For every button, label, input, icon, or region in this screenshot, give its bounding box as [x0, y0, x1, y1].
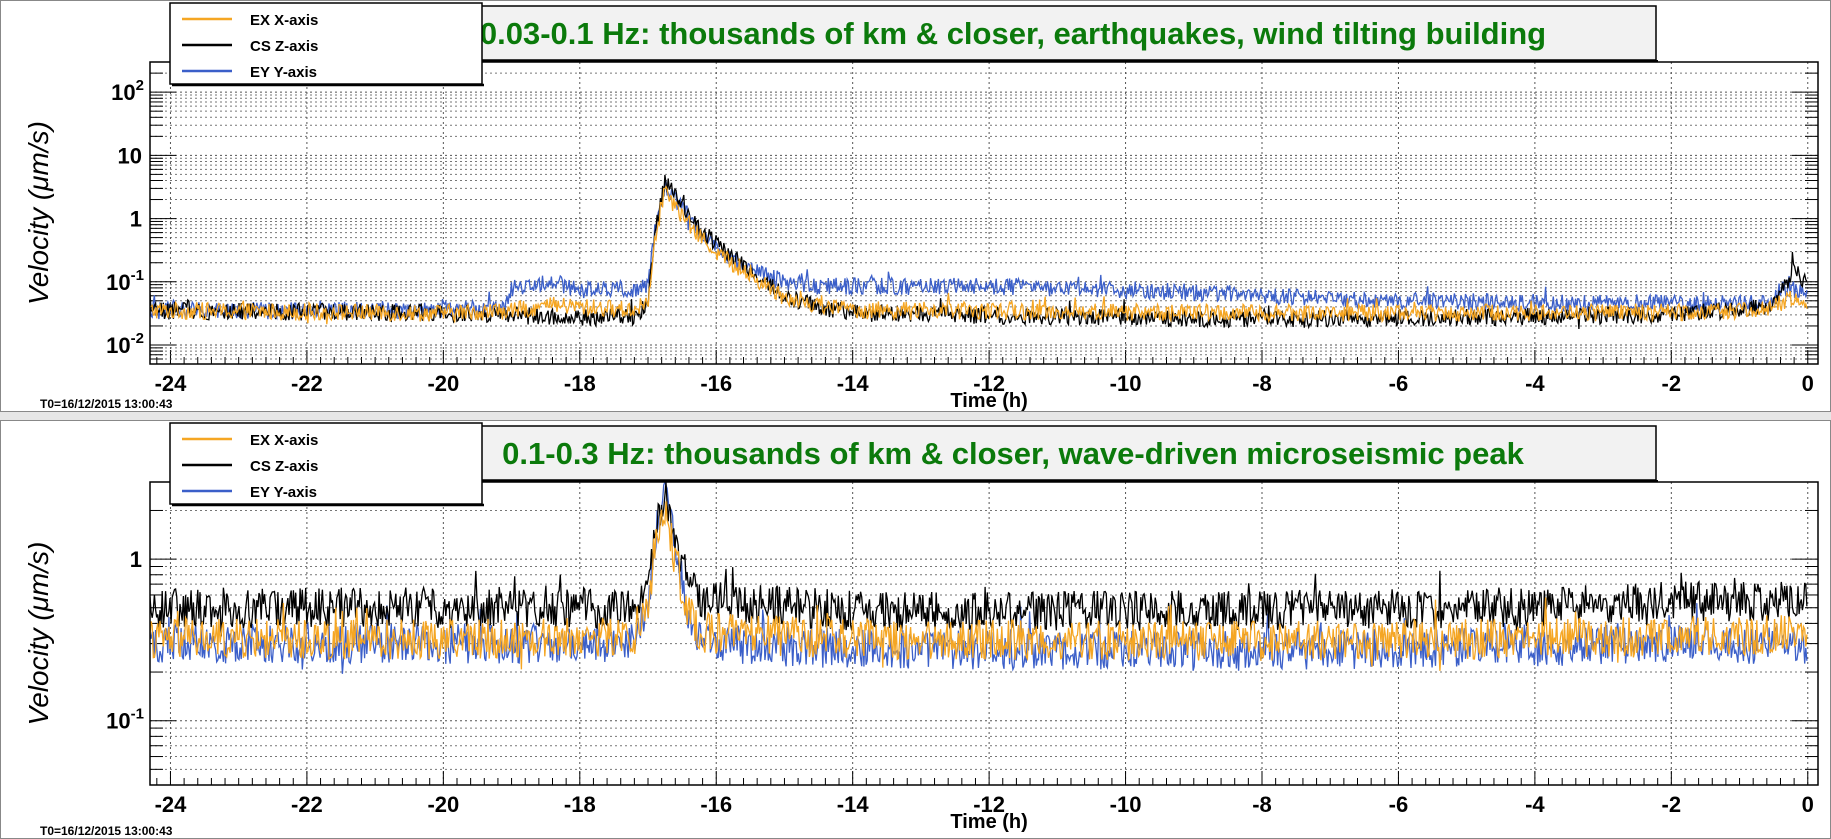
x-tick-label: -10 [1110, 792, 1142, 817]
legend-entry-label: CS Z-axis [250, 458, 318, 475]
legend-entry-label: EY Y-axis [250, 484, 317, 501]
x-tick-label: -2 [1662, 371, 1682, 396]
chart-panel-1: -24 -22 -20 -18 -16 -14 -12 -10 -8 -6 -4 -2 010-210-… [0, 0, 1831, 412]
series-line-cs-z-axis [150, 482, 1808, 637]
x-tick-label: -12 [973, 792, 1005, 817]
chart-title-box: 0.1-0.3 Hz: thousands of km & closer, wa… [369, 425, 1658, 482]
legend-entry-label: EX X-axis [250, 12, 318, 29]
x-tick-label: -22 [291, 371, 323, 396]
y-tick-label: 10-1 [106, 706, 144, 734]
x-tick-label: -4 [1525, 371, 1545, 396]
x-tick-label: -6 [1389, 792, 1409, 817]
legend-entry-label: EX X-axis [250, 432, 318, 449]
plot-area [149, 481, 1819, 786]
y-tick-label: 102 [111, 77, 144, 105]
x-tick-label: -14 [837, 792, 870, 817]
x-tick-label: -22 [291, 792, 323, 817]
chart-title: 0.03-0.1 Hz: thousands of km & closer, e… [480, 16, 1546, 51]
x-axis-label: Time (h) [950, 811, 1027, 833]
x-tick-label: -10 [1110, 371, 1142, 396]
chart-panel-2: -24 -22 -20 -18 -16 -14 -12 -10 -8 -6 -4 -2 010-11Ti… [0, 420, 1831, 839]
x-tick-label: -2 [1662, 792, 1682, 817]
legend-entry-label: CS Z-axis [250, 38, 318, 55]
t0-timestamp: T0=16/12/2015 13:00:43 [40, 397, 173, 411]
panel-separator [0, 412, 1831, 420]
x-tick-label: -16 [700, 792, 732, 817]
y-axis-label: Velocity (μm/s) [23, 542, 54, 726]
y-tick-label: 1 [130, 207, 142, 232]
x-tick-label: -4 [1525, 792, 1545, 817]
x-tick-label: -18 [564, 371, 596, 396]
y-tick-label: 10-2 [106, 330, 144, 358]
x-tick-label: -8 [1252, 792, 1272, 817]
y-axis-label: Velocity (μm/s) [23, 121, 54, 305]
x-tick-label: 0 [1802, 792, 1814, 817]
x-tick-label: -16 [700, 371, 732, 396]
legend: EX X-axis CS Z-axis EY Y-axis [169, 2, 484, 87]
x-tick-label: -6 [1389, 371, 1409, 396]
x-tick-label: 0 [1802, 371, 1814, 396]
chart-title-box: 0.03-0.1 Hz: thousands of km & closer, e… [369, 5, 1658, 62]
x-tick-label: -20 [427, 371, 459, 396]
legend: EX X-axis CS Z-axis EY Y-axis [169, 422, 484, 507]
t0-timestamp: T0=16/12/2015 13:00:43 [40, 824, 173, 838]
x-tick-label: -14 [837, 371, 870, 396]
series-line-ex-x-axis [150, 185, 1808, 325]
series-line-ey-y-axis [150, 482, 1808, 674]
x-tick-label: -8 [1252, 371, 1272, 396]
y-tick-label: 10 [118, 143, 142, 168]
plot-area [149, 61, 1819, 365]
x-tick-label: -12 [973, 371, 1005, 396]
legend-entry-label: EY Y-axis [250, 64, 317, 81]
x-tick-label: -24 [155, 792, 188, 817]
x-axis-label: Time (h) [950, 390, 1027, 412]
y-tick-label: 10-1 [106, 267, 144, 295]
y-tick-label: 1 [130, 547, 142, 572]
x-tick-label: -20 [427, 792, 459, 817]
x-tick-label: -18 [564, 792, 596, 817]
x-tick-label: -24 [155, 371, 188, 396]
series-line-ex-x-axis [150, 501, 1808, 671]
chart-title: 0.1-0.3 Hz: thousands of km & closer, wa… [502, 436, 1524, 471]
